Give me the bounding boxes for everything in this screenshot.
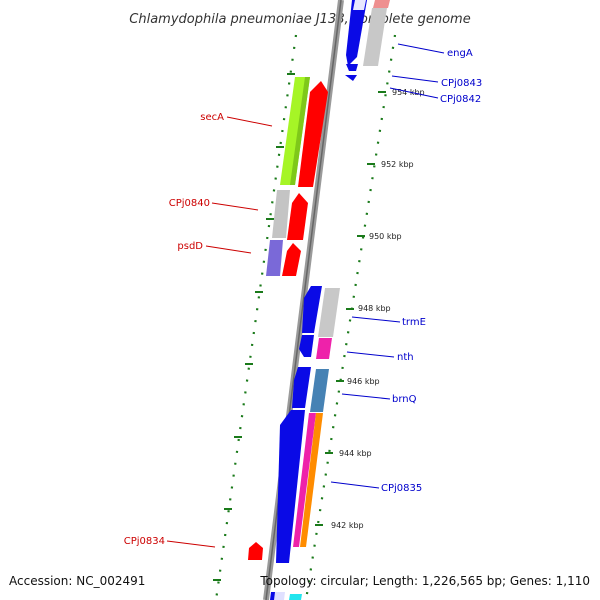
gene-block-CPj0843[interactable]	[346, 64, 358, 71]
gene-block-CPj0842[interactable]	[345, 75, 357, 81]
gene-label-engA[interactable]: engA	[447, 48, 473, 59]
gene-block-bottom-cyan[interactable]	[289, 594, 302, 600]
gene-label-secA[interactable]: secA	[200, 112, 224, 123]
scale-label-952: 952 kbp	[381, 160, 414, 169]
gene-label-CPj0840[interactable]: CPj0840	[169, 198, 210, 209]
map-title: Chlamydophila pneumoniae J138, complete …	[129, 12, 470, 27]
gene-label-psdD[interactable]: psdD	[177, 241, 203, 252]
gene-label-CPj0843[interactable]: CPj0843	[441, 78, 482, 89]
gene-block-secA-green-shade	[290, 77, 310, 185]
gene-block-bottom-blue[interactable]	[270, 592, 275, 600]
gene-block-bottom-white	[272, 592, 285, 600]
gene-block-secA-red[interactable]	[298, 81, 328, 187]
gene-block-nth-pink[interactable]	[316, 338, 332, 359]
gene-label-nth[interactable]: nth	[397, 352, 414, 363]
gene-label-CPj0842[interactable]: CPj0842	[440, 94, 481, 105]
gene-block-trmE-blue[interactable]	[302, 286, 322, 333]
gene-block-top-white	[353, 0, 366, 10]
gene-block-top-pink[interactable]	[373, 0, 390, 8]
gene-block-engA-gray[interactable]	[363, 8, 387, 66]
scale-major-ticks	[315, 91, 386, 526]
scale-label-948: 948 kbp	[358, 304, 391, 313]
gene-block-brnQ-blue[interactable]	[292, 367, 311, 408]
gene-block-psdD-red[interactable]	[282, 243, 301, 276]
scale-label-944: 944 kbp	[339, 449, 372, 458]
accession-text: Accession: NC_002491	[9, 574, 145, 588]
gene-block-brnQ-steel[interactable]	[310, 369, 329, 412]
scale-label-942: 942 kbp	[331, 521, 364, 530]
gene-block-psdD-purple[interactable]	[266, 240, 283, 276]
gene-label-CPj0835[interactable]: CPj0835	[381, 483, 422, 494]
scale-label-954: 954 kbp	[392, 88, 425, 97]
topology-text: Topology: circular; Length: 1,226,565 bp…	[259, 574, 590, 588]
outer-left-major-ticks	[213, 73, 295, 581]
gene-block-CPj0835-magenta[interactable]	[293, 413, 316, 547]
gene-block-CPj0840-red[interactable]	[287, 193, 308, 240]
gene-block-CPj0834-red[interactable]	[248, 542, 263, 560]
scale-label-946: 946 kbp	[347, 377, 380, 386]
gene-block-nth-blue[interactable]	[299, 335, 314, 357]
scale-label-950: 950 kbp	[369, 232, 402, 241]
gene-block-CPj0840-gray[interactable]	[272, 190, 290, 238]
forward-label-lines	[166, 116, 273, 548]
gene-block-engA[interactable]	[346, 0, 367, 66]
reverse-label-lines	[330, 43, 445, 489]
gene-block-CPj0835-blue[interactable]	[276, 410, 305, 563]
gene-block-CPj0835-orange[interactable]	[300, 413, 323, 547]
gene-block-trmE-gray[interactable]	[318, 288, 340, 337]
gene-label-CPj0834[interactable]: CPj0834	[124, 536, 165, 547]
gene-label-brnQ[interactable]: brnQ	[392, 394, 417, 405]
gene-label-trmE[interactable]: trmE	[402, 317, 426, 328]
